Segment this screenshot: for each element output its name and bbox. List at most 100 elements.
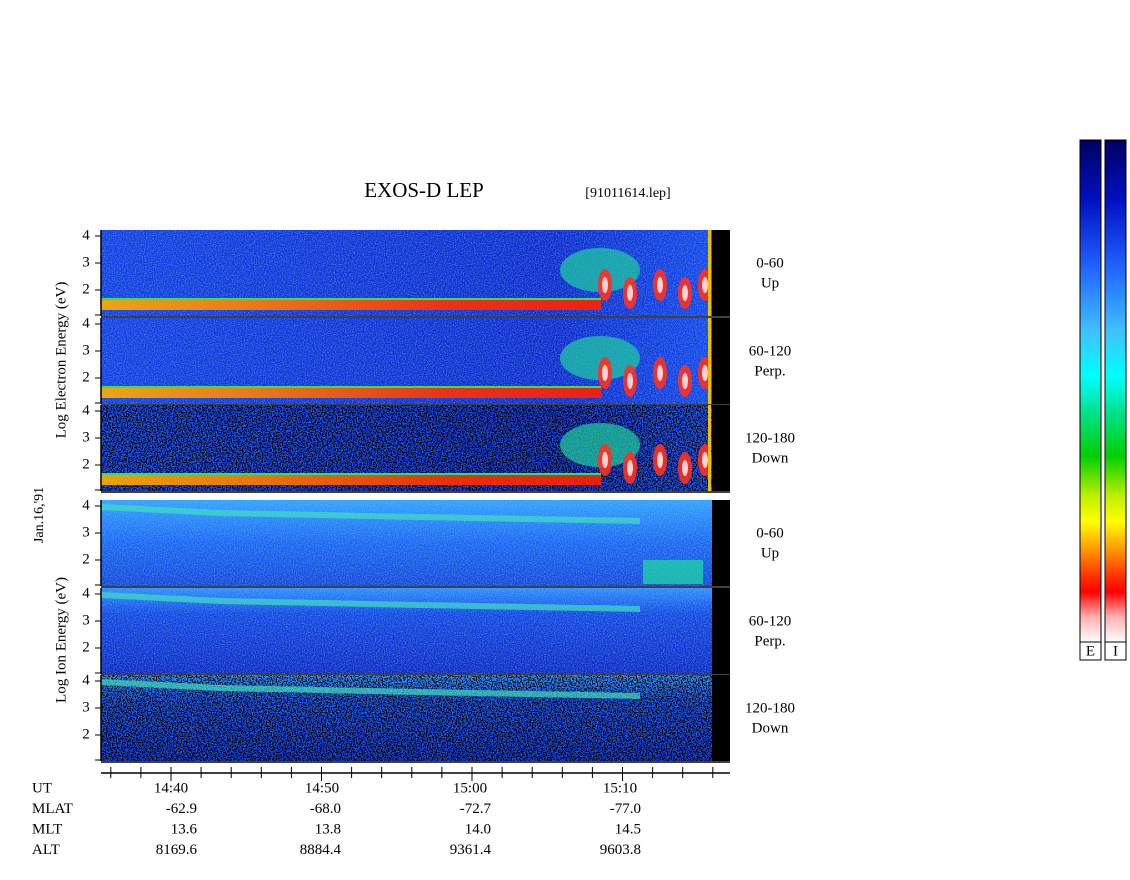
file-name: [91011614.lep] bbox=[585, 186, 670, 201]
panel-label: Perp. bbox=[754, 633, 785, 649]
energy-tick-label: 4 bbox=[82, 315, 90, 331]
spectrogram-blob-core bbox=[682, 373, 688, 389]
row-label: ALT bbox=[32, 842, 60, 858]
colorbar-i bbox=[1104, 139, 1127, 643]
energy-tick-label: 4 bbox=[82, 497, 90, 513]
spectrogram-panel: 4 3 2 120-180 Down bbox=[82, 402, 795, 493]
spectrogram-blob-core bbox=[702, 365, 708, 381]
cell: 15:10 bbox=[603, 780, 637, 796]
energy-tick-label: 3 bbox=[82, 524, 90, 540]
panel-label: 60-120 bbox=[749, 343, 792, 359]
energy-tick-label: 2 bbox=[82, 456, 90, 472]
colorbar-box bbox=[1104, 641, 1127, 661]
spectrogram-blob bbox=[560, 336, 640, 380]
panels: 4 3 2 0-60 Up 4 3 2 60-120 Perp. 4 3 2 120-180 Down 4 3 2… bbox=[82, 227, 795, 763]
spectrogram-panel: 4 3 2 120-180 Down bbox=[82, 672, 795, 763]
cell: 8169.6 bbox=[156, 842, 198, 858]
cell: -72.7 bbox=[460, 801, 492, 817]
panel-label: Perp. bbox=[754, 363, 785, 379]
panel-label: 0-60 bbox=[756, 525, 784, 541]
spectrogram-blob-core bbox=[602, 365, 608, 381]
colorbar-e bbox=[1079, 139, 1102, 643]
panel-label: 0-60 bbox=[756, 255, 784, 271]
cell: 13.8 bbox=[315, 821, 341, 837]
energy-tick-label: 4 bbox=[82, 227, 90, 243]
cell: 9603.8 bbox=[600, 842, 641, 858]
energy-tick-label: 2 bbox=[82, 639, 90, 655]
energy-tick-label: 2 bbox=[82, 281, 90, 297]
spectrogram-edge bbox=[708, 318, 711, 404]
footer-table: UT 14:40 14:50 15:00 15:10 MLAT -62.9 -68.0 -72.… bbox=[32, 780, 641, 858]
spectrogram-ridge bbox=[101, 592, 640, 612]
row-label: UT bbox=[32, 780, 52, 796]
date: Jan.16,'91 bbox=[32, 487, 47, 543]
row-label: MLAT bbox=[32, 801, 73, 817]
spectrogram-blob bbox=[560, 423, 640, 467]
spectrogram-blank bbox=[712, 588, 730, 674]
energy-tick-label: 3 bbox=[82, 612, 90, 628]
spectrogram-ridge bbox=[101, 504, 640, 524]
panel-label: 60-120 bbox=[749, 613, 792, 629]
cell: 14:40 bbox=[154, 780, 188, 796]
spectrogram-band-edge bbox=[101, 473, 601, 475]
energy-tick-label: 2 bbox=[82, 726, 90, 742]
spectrogram-blob-core bbox=[627, 285, 633, 301]
energy-tick-label: 2 bbox=[82, 369, 90, 385]
cell: -77.0 bbox=[610, 801, 641, 817]
spectrogram-blob bbox=[643, 560, 703, 584]
panel-label: Up bbox=[761, 275, 779, 291]
energy-tick-label: 4 bbox=[82, 402, 90, 418]
time-axis bbox=[101, 767, 730, 781]
energy-tick-label: 3 bbox=[82, 429, 90, 445]
spectrogram-blob-core bbox=[657, 277, 663, 293]
spectrogram-blob-core bbox=[702, 277, 708, 293]
spectrogram-edge bbox=[708, 230, 711, 316]
panel-label: 120-180 bbox=[745, 430, 795, 446]
spectrogram-panel: 4 3 2 0-60 Up bbox=[82, 227, 784, 318]
spectrogram-edge bbox=[708, 405, 711, 491]
energy-tick-label: 2 bbox=[82, 551, 90, 567]
spectrogram-blank bbox=[712, 405, 730, 491]
spectrogram-band bbox=[101, 300, 601, 310]
cell: 14:50 bbox=[305, 780, 339, 796]
spectrogram-band-edge bbox=[101, 386, 601, 388]
cell: -68.0 bbox=[310, 801, 341, 817]
energy-tick-label: 3 bbox=[82, 699, 90, 715]
cell: 15:00 bbox=[453, 780, 487, 796]
energy-tick-label: 4 bbox=[82, 672, 90, 688]
spectrogram-blob-core bbox=[702, 452, 708, 468]
spectrogram-blank bbox=[712, 675, 730, 761]
spectrogram-blank bbox=[712, 318, 730, 404]
spectrogram-band bbox=[101, 475, 601, 485]
spectrogram-band-edge bbox=[101, 298, 601, 300]
panel-label: Down bbox=[752, 450, 789, 466]
row-label: MLT bbox=[32, 821, 62, 837]
spectrogram-panel: 4 3 2 60-120 Perp. bbox=[82, 585, 792, 676]
spectrogram-panel: 4 3 2 0-60 Up bbox=[82, 497, 784, 588]
spectrogram-blob-core bbox=[657, 452, 663, 468]
colorbar-label: I bbox=[1113, 643, 1118, 659]
panel-label: Up bbox=[761, 545, 779, 561]
panel-label: 120-180 bbox=[745, 700, 795, 716]
spectrogram-blob-core bbox=[627, 373, 633, 389]
spectrogram-blob-core bbox=[627, 460, 633, 476]
spectrogram-blob-core bbox=[602, 452, 608, 468]
ion-axis-label: Log Ion Energy (eV) bbox=[53, 577, 69, 703]
title: EXOS-D LEP bbox=[364, 178, 484, 202]
spectrogram-blob-core bbox=[682, 285, 688, 301]
spectrogram-blob-core bbox=[657, 365, 663, 381]
colorbar-box bbox=[1079, 641, 1102, 661]
spectrogram-ridge bbox=[101, 679, 640, 699]
cell: 9361.4 bbox=[450, 842, 492, 858]
energy-tick-label: 3 bbox=[82, 254, 90, 270]
panel-label: Down bbox=[752, 720, 789, 736]
spectrogram-band bbox=[101, 388, 601, 398]
electron-axis-label: Log Electron Energy (eV) bbox=[53, 282, 69, 439]
spectrogram-blank bbox=[712, 230, 730, 316]
spectrogram-blob-core bbox=[602, 277, 608, 293]
spectrogram-blank bbox=[712, 500, 730, 586]
spectrogram-blob-core bbox=[682, 460, 688, 476]
colorbars: E I bbox=[1079, 139, 1127, 661]
cell: 14.5 bbox=[615, 821, 641, 837]
